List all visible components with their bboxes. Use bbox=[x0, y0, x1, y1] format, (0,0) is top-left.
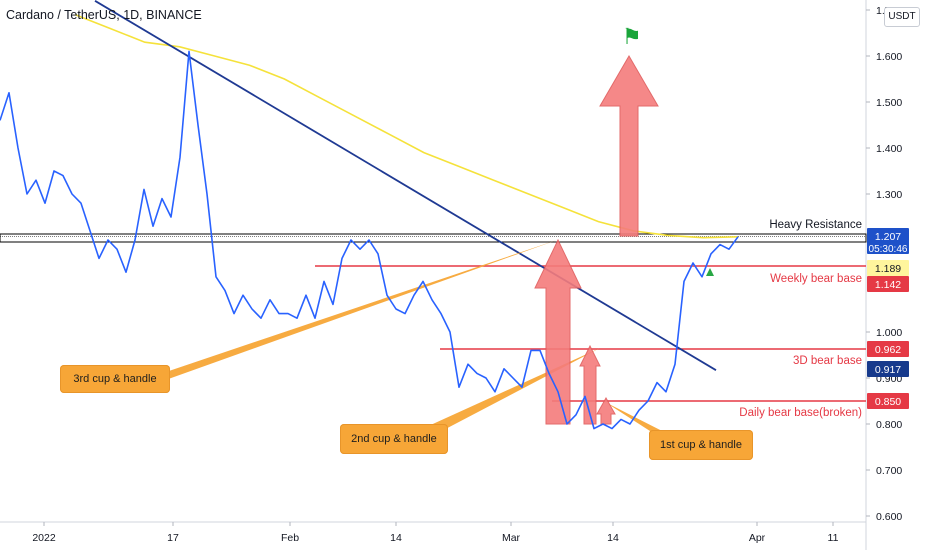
countdown-label: 05:30:46 bbox=[869, 244, 908, 255]
heavy-resistance-band bbox=[0, 233, 867, 243]
chart-title: Cardano / TetherUS, 1D, BINANCE bbox=[6, 8, 202, 22]
callout-3rd-cup-pointer bbox=[160, 240, 557, 382]
price-line bbox=[0, 50, 739, 430]
callout-2nd-cup-label: 2nd cup & handle bbox=[351, 433, 437, 445]
y-tick-label: 1.300 bbox=[876, 189, 902, 201]
price-label-text: 1.189 bbox=[875, 263, 901, 275]
callout-2nd-cup: 2nd cup & handle bbox=[340, 424, 448, 454]
price-label-bg bbox=[867, 260, 909, 276]
target-arrow-up bbox=[599, 55, 659, 237]
x-tick-label: Mar bbox=[502, 532, 521, 544]
currency-button[interactable]: USDT bbox=[884, 7, 920, 27]
callout-2nd-cup-pointer bbox=[424, 348, 600, 434]
small-arrow-up-1st bbox=[596, 396, 616, 425]
price-label-bg bbox=[867, 341, 909, 357]
price-label-text: 0.850 bbox=[875, 396, 901, 408]
x-tick-label: 11 bbox=[828, 532, 839, 544]
big-arrow-up-2nd bbox=[534, 238, 582, 425]
y-tick-label: 1.400 bbox=[876, 143, 902, 155]
weekly-bear-base-label: Weekly bear base bbox=[770, 273, 862, 285]
x-tick-label: Apr bbox=[749, 532, 766, 544]
flag-icon: ⚑ bbox=[622, 24, 642, 49]
heavy-resistance-label: Heavy Resistance bbox=[769, 219, 862, 231]
price-label-bg bbox=[867, 276, 909, 292]
callout-1st-cup-label: 1st cup & handle bbox=[660, 439, 742, 451]
y-tick-label: 1.600 bbox=[876, 51, 902, 63]
green-marker-icon bbox=[706, 268, 714, 276]
x-tick-label: 2022 bbox=[32, 532, 56, 544]
callout-3rd-cup: 3rd cup & handle bbox=[60, 365, 170, 393]
descending-trendline bbox=[94, 0, 717, 371]
price-label-text: 0.917 bbox=[875, 364, 901, 376]
overlay-layer: Heavy Resistance Weekly bear base 3D bear … bbox=[0, 0, 867, 440]
price-label-bg bbox=[867, 393, 909, 409]
callout-3rd-cup-label: 3rd cup & handle bbox=[73, 373, 157, 385]
price-label-bg bbox=[867, 361, 909, 377]
daily-bear-base-label: Daily bear base(broken) bbox=[739, 407, 862, 419]
y-tick-label: 0.700 bbox=[876, 465, 902, 477]
price-label-bg bbox=[867, 228, 909, 254]
price-label-text: 1.207 bbox=[875, 231, 901, 243]
price-label-text: 0.962 bbox=[875, 344, 901, 356]
callout-1st-cup: 1st cup & handle bbox=[649, 430, 753, 460]
3d-bear-base-label: 3D bear base bbox=[793, 355, 862, 367]
y-tick-label: 1.000 bbox=[876, 327, 902, 339]
y-tick-label: 0.800 bbox=[876, 419, 902, 431]
y-tick-label: 0.600 bbox=[876, 511, 902, 523]
x-tick-label: 17 bbox=[167, 532, 179, 544]
small-arrow-up-2nd bbox=[579, 344, 601, 425]
y-tick-label: 1.500 bbox=[876, 97, 902, 109]
x-tick-label: 14 bbox=[607, 532, 619, 544]
x-tick-label: Feb bbox=[281, 532, 299, 544]
price-label-text: 1.142 bbox=[875, 279, 901, 291]
series-layer bbox=[0, 50, 739, 430]
axis-layer: 1.7001.6001.5001.4001.3001.0000.9000.800… bbox=[0, 0, 902, 550]
x-tick-label: 14 bbox=[390, 532, 402, 544]
